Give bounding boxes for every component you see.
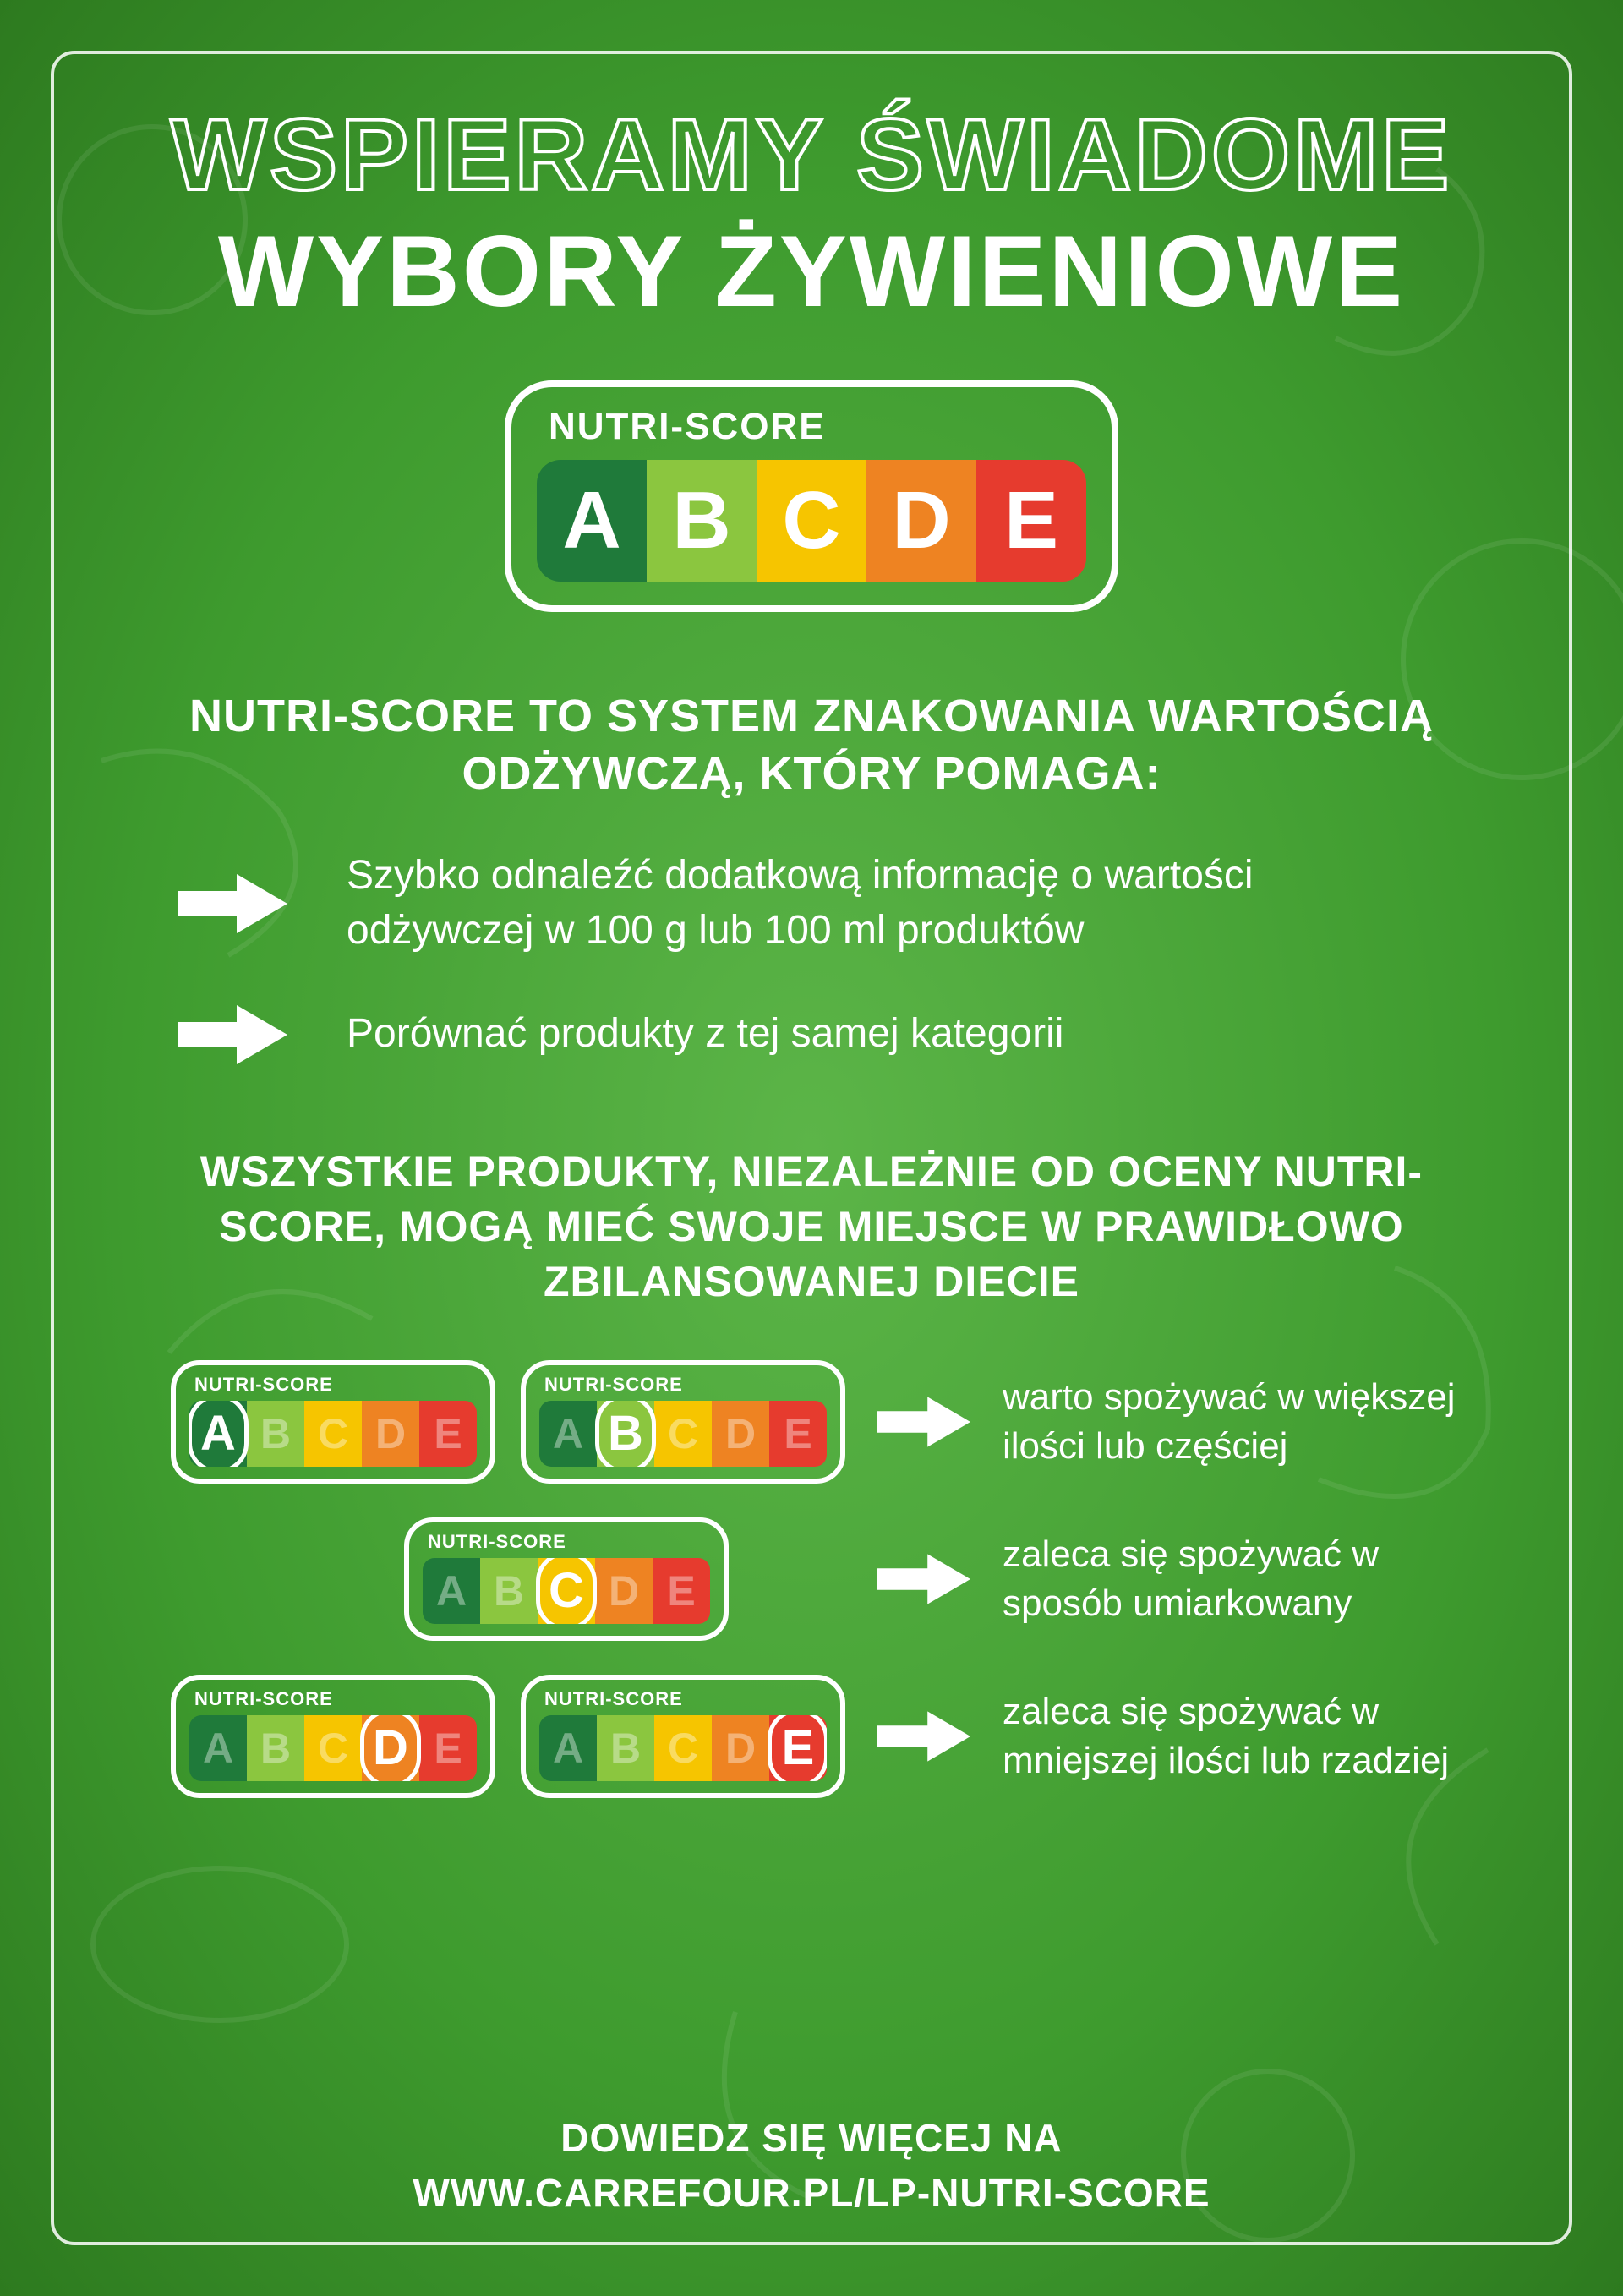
bullet-text: Porównać produkty z tej samej kategorii [347, 1007, 1063, 1062]
nutri-cell-A: A [423, 1558, 480, 1624]
nutri-cell-E: E [419, 1715, 477, 1781]
nutri-cell-D: D [712, 1401, 769, 1467]
guide-badges: NUTRI-SCOREABCDEANUTRI-SCOREABCDEB [118, 1360, 845, 1484]
highlight-D: D [360, 1715, 421, 1781]
nutri-cell-E: E [653, 1558, 710, 1624]
nutri-score-row: ABCDEA [189, 1401, 477, 1467]
nutri-cell-A: A [539, 1401, 597, 1467]
nutri-score-row: ABCDEB [539, 1401, 827, 1467]
nutri-score-label: NUTRI-SCORE [544, 1374, 827, 1396]
arrow-icon [877, 1711, 970, 1762]
highlight-A: A [189, 1401, 249, 1467]
nutri-score-row: ABCDEE [539, 1715, 827, 1781]
nutri-score-badge-A: NUTRI-SCOREABCDEA [171, 1360, 495, 1484]
arrow-icon [178, 874, 287, 933]
nutri-cell-E: E [419, 1401, 477, 1467]
nutri-cell-A: A [537, 460, 647, 582]
guide-list: NUTRI-SCOREABCDEANUTRI-SCOREABCDEBwarto … [118, 1360, 1505, 1798]
nutri-cell-C: C [654, 1401, 712, 1467]
nutri-score-label: NUTRI-SCORE [194, 1374, 477, 1396]
highlight-B: B [595, 1401, 656, 1467]
guide-text: zaleca się spożywać w sposób umiarkowany [1003, 1530, 1505, 1626]
footer-line1: DOWIEDZ SIĘ WIĘCEJ NA [413, 2111, 1210, 2165]
nutri-cell-A: A [189, 1715, 247, 1781]
nutri-cell-C: C [654, 1715, 712, 1781]
nutri-score-badge-D: NUTRI-SCORE ABCDED [171, 1675, 495, 1798]
guide-row-1: NUTRI-SCORE ABCDEC zaleca się spożywać w s… [118, 1517, 1505, 1641]
title-solid: WYBORY ŻYWIENIOWE [218, 213, 1405, 330]
nutri-score-badge-B: NUTRI-SCOREABCDEB [521, 1360, 845, 1484]
section1-heading: NUTRI-SCORE TO SYSTEM ZNAKOWANIA WARTOŚC… [178, 688, 1445, 802]
nutri-score-label: NUTRI-SCORE [544, 1688, 827, 1710]
nutri-cell-E: E [976, 460, 1086, 582]
nutri-cell-B: B [247, 1401, 304, 1467]
nutri-cell-B: B [480, 1558, 538, 1624]
arrow-icon [178, 1005, 287, 1064]
bullet-text: Szybko odnaleźć dodatkową informację o w… [347, 849, 1445, 959]
nutri-score-row: ABCDED [189, 1715, 477, 1781]
nutri-cell-D: D [712, 1715, 769, 1781]
bullet-list: Szybko odnaleźć dodatkową informację o w… [178, 849, 1445, 1111]
guide-text: zaleca się spożywać w mniejszej ilości l… [1003, 1687, 1505, 1784]
nutri-cell-A: A [539, 1715, 597, 1781]
guide-text: warto spożywać w większej ilości lub czę… [1003, 1373, 1505, 1469]
nutri-cell-D: D [866, 460, 976, 582]
highlight-E: E [768, 1715, 827, 1781]
nutri-cell-E: E [769, 1401, 827, 1467]
highlight-C: C [536, 1558, 597, 1624]
nutri-score-row: ABCDE [537, 460, 1086, 582]
nutri-score-badge-large: NUTRI-SCORE ABCDE [505, 380, 1118, 612]
nutri-cell-B: B [647, 460, 757, 582]
nutri-cell-D: D [595, 1558, 653, 1624]
nutri-score-badge-E: NUTRI-SCORE ABCDEE [521, 1675, 845, 1798]
nutri-cell-B: B [597, 1715, 654, 1781]
bullet-1: Porównać produkty z tej samej kategorii [178, 1005, 1445, 1064]
arrow-icon [877, 1554, 970, 1604]
nutri-score-label: NUTRI-SCORE [428, 1531, 710, 1553]
nutri-cell-C: C [304, 1715, 362, 1781]
guide-badges: NUTRI-SCORE ABCDEC [118, 1517, 845, 1641]
content: WSPIERAMY ŚWIADOME WYBORY ŻYWIENIOWE NUT… [0, 0, 1623, 2296]
arrow-icon [877, 1397, 970, 1447]
nutri-score-label: NUTRI-SCORE [549, 406, 826, 448]
section2-heading: WSZYSTKIE PRODUKTY, NIEZALEŻNIE OD OCENY… [135, 1145, 1488, 1309]
nutri-cell-C: C [757, 460, 866, 582]
bullet-0: Szybko odnaleźć dodatkową informację o w… [178, 849, 1445, 959]
nutri-cell-D: D [362, 1401, 419, 1467]
nutri-score-label: NUTRI-SCORE [194, 1688, 477, 1710]
footer: DOWIEDZ SIĘ WIĘCEJ NA WWW.CARREFOUR.PL/L… [413, 2111, 1210, 2220]
nutri-cell-C: C [304, 1401, 362, 1467]
nutri-cell-B: B [247, 1715, 304, 1781]
footer-line2: WWW.CARREFOUR.PL/LP-NUTRI-SCORE [413, 2166, 1210, 2220]
title-outline: WSPIERAMY ŚWIADOME [171, 101, 1453, 208]
guide-badges: NUTRI-SCOREABCDEDNUTRI-SCOREABCDEE [118, 1675, 845, 1798]
nutri-score-row: ABCDEC [423, 1558, 710, 1624]
nutri-score-badge-C: NUTRI-SCORE ABCDEC [404, 1517, 729, 1641]
guide-row-2: NUTRI-SCOREABCDEDNUTRI-SCOREABCDEEzaleca… [118, 1675, 1505, 1798]
guide-row-0: NUTRI-SCOREABCDEANUTRI-SCOREABCDEBwarto … [118, 1360, 1505, 1484]
